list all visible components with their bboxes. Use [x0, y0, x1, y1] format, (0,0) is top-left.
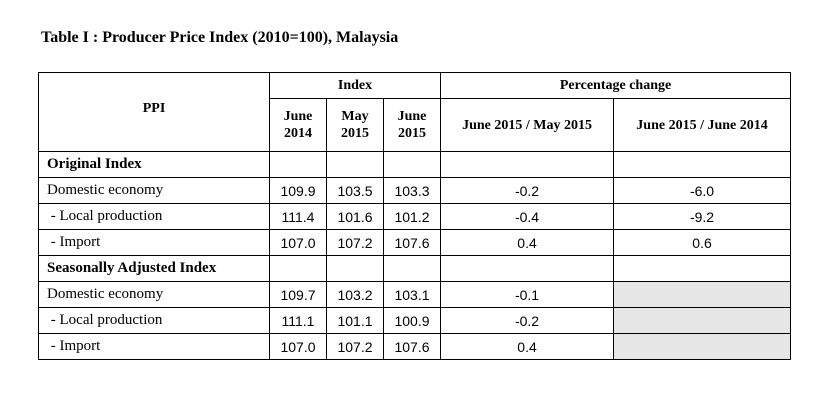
col-header-year: 2015 — [398, 126, 427, 141]
table-row: - Import 107.0 107.2 107.6 0.4 0.6 — [38, 229, 792, 256]
row-label: - Local production — [38, 307, 270, 334]
col-header-month: June — [283, 109, 313, 124]
col-header-year: 2015 — [341, 126, 369, 141]
cell-mom: -0.4 — [440, 203, 615, 230]
empty-cell — [440, 255, 615, 282]
section-row: Original Index — [38, 151, 792, 178]
cell-may-2015: 103.2 — [326, 281, 384, 308]
table-row: Domestic economy 109.7 103.2 103.1 -0.1 — [38, 281, 792, 308]
empty-cell — [440, 151, 615, 178]
empty-cell — [326, 151, 384, 178]
cell-yoy: -9.2 — [613, 203, 792, 230]
cell-june-2014: 107.0 — [269, 229, 327, 256]
cell-may-2015: 107.2 — [326, 229, 384, 256]
cell-may-2015: 101.1 — [326, 307, 384, 334]
empty-cell — [269, 255, 327, 282]
cell-june-2014: 107.0 — [269, 333, 327, 360]
cell-may-2015: 101.6 — [326, 203, 384, 230]
cell-mom: -0.2 — [440, 307, 615, 334]
section-heading: Original Index — [38, 151, 270, 178]
shaded-cell-yoy — [613, 307, 792, 334]
cell-mom: -0.2 — [440, 177, 615, 204]
table-row: - Import 107.0 107.2 107.6 0.4 — [38, 333, 792, 360]
col-header-month: May — [341, 109, 369, 124]
cell-june-2015: 101.2 — [382, 203, 442, 230]
shaded-cell-yoy — [613, 333, 792, 360]
table-row: - Local production 111.1 101.1 100.9 -0.… — [38, 307, 792, 334]
percentage-change-header: Percentage change — [440, 72, 792, 99]
index-header: Index — [268, 72, 442, 99]
cell-june-2015: 100.9 — [382, 307, 442, 334]
col-header-mom: June 2015 / May 2015 — [440, 98, 615, 152]
cell-mom: 0.4 — [440, 229, 615, 256]
col-header-june-2014: June 2014 — [269, 98, 327, 152]
cell-june-2014: 109.7 — [269, 281, 327, 308]
section-heading: Seasonally Adjusted Index — [38, 255, 270, 282]
ppi-header: PPI — [38, 72, 270, 152]
row-label: - Import — [38, 229, 270, 256]
table-row: - Local production 111.4 101.6 101.2 -0.… — [38, 203, 792, 230]
col-header-may-2015: May 2015 — [326, 98, 384, 152]
cell-june-2014: 111.4 — [269, 203, 327, 230]
empty-cell — [382, 151, 442, 178]
table-row: Domestic economy 109.9 103.5 103.3 -0.2 … — [38, 177, 792, 204]
col-header-month: June — [397, 109, 427, 124]
row-label: Domestic economy — [38, 281, 270, 308]
shaded-cell-yoy — [613, 281, 792, 308]
section-row: Seasonally Adjusted Index — [38, 255, 792, 282]
cell-mom: -0.1 — [440, 281, 615, 308]
cell-may-2015: 103.5 — [326, 177, 384, 204]
cell-yoy: -6.0 — [613, 177, 792, 204]
cell-june-2014: 109.9 — [269, 177, 327, 204]
empty-cell — [326, 255, 384, 282]
cell-june-2015: 103.1 — [382, 281, 442, 308]
empty-cell — [613, 151, 792, 178]
cell-mom: 0.4 — [440, 333, 615, 360]
row-label: Domestic economy — [38, 177, 270, 204]
cell-june-2015: 103.3 — [382, 177, 442, 204]
empty-cell — [269, 151, 327, 178]
row-label: - Import — [38, 333, 270, 360]
cell-may-2015: 107.2 — [326, 333, 384, 360]
col-header-year: 2014 — [284, 126, 312, 141]
row-label: - Local production — [38, 203, 270, 230]
col-header-june-2015: June 2015 — [382, 98, 442, 152]
cell-yoy: 0.6 — [613, 229, 792, 256]
col-header-yoy: June 2015 / June 2014 — [613, 98, 792, 152]
ppi-table: PPI Index Percentage change June 2014 Ma… — [38, 72, 792, 360]
empty-cell — [382, 255, 442, 282]
table-title: Table I : Producer Price Index (2010=100… — [41, 29, 399, 46]
cell-june-2015: 107.6 — [382, 229, 442, 256]
cell-june-2014: 111.1 — [269, 307, 327, 334]
empty-cell — [613, 255, 792, 282]
cell-june-2015: 107.6 — [382, 333, 442, 360]
